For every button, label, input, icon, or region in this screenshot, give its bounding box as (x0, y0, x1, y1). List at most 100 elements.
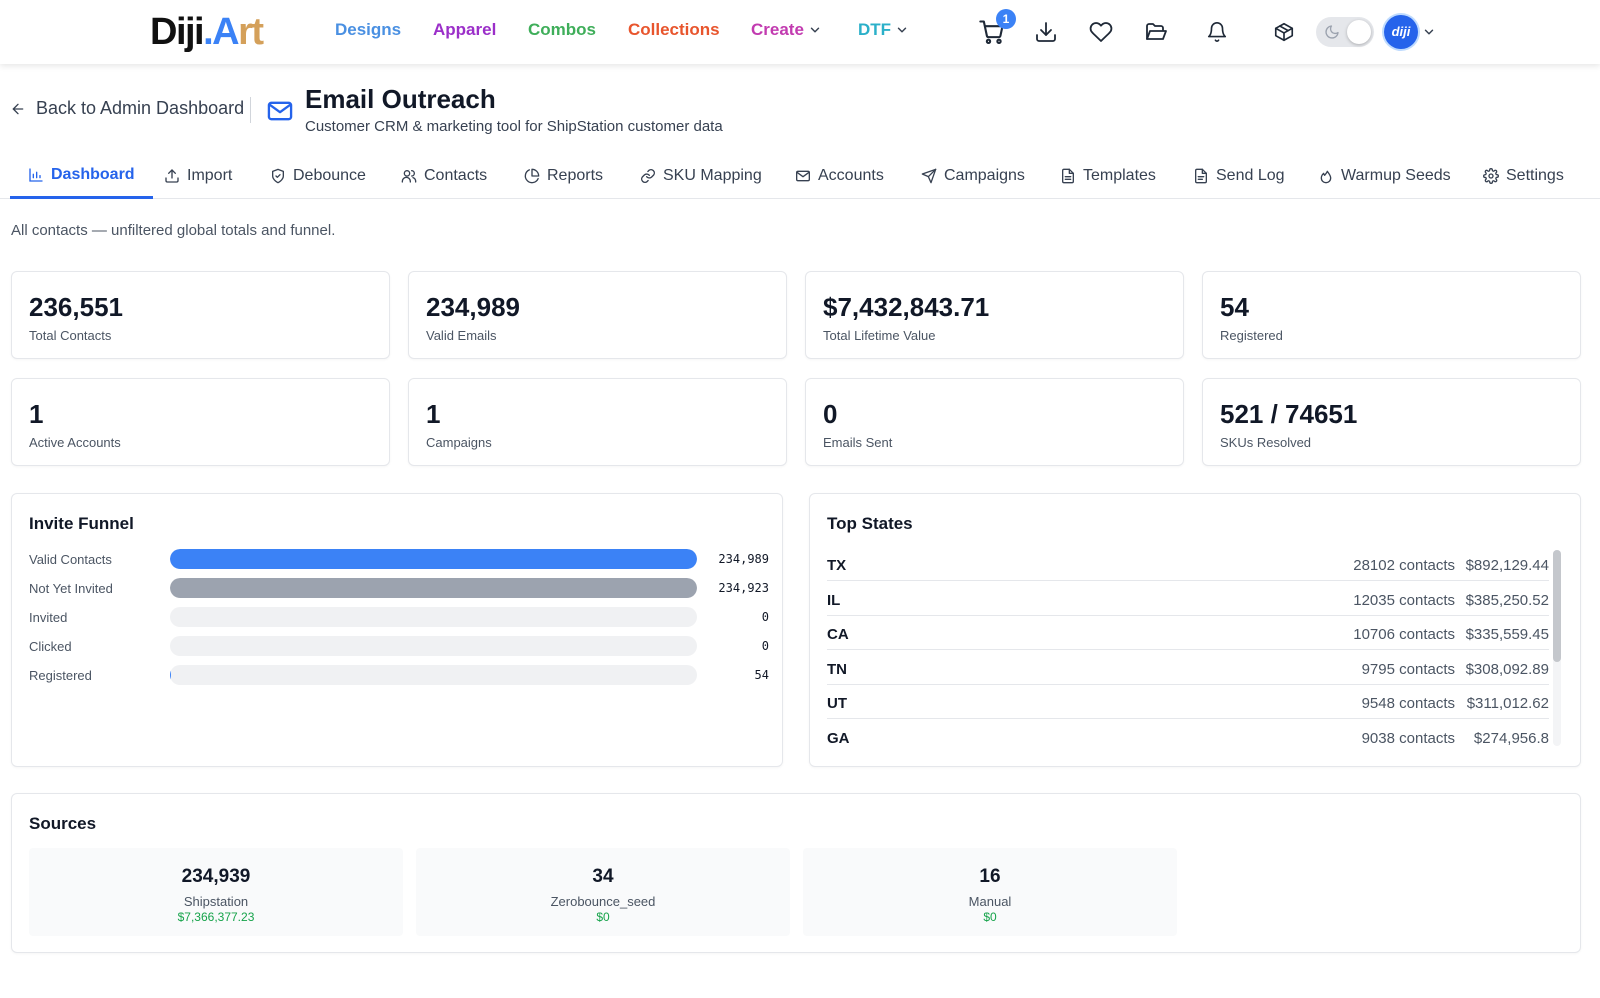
tab-warmup-seeds[interactable]: Warmup Seeds (1318, 153, 1451, 199)
state-row: TN 9795 contacts $308,092.89 (827, 651, 1549, 685)
package-button[interactable] (1270, 18, 1298, 46)
state-code: GA (827, 729, 850, 747)
stat-card-registered: 54 Registered (1202, 271, 1581, 359)
tab-label: Send Log (1216, 167, 1285, 184)
state-value: $311,012.62 (1466, 695, 1549, 712)
funnel-row: Clicked 0 (29, 636, 769, 658)
state-code: UT (827, 695, 847, 712)
dark-mode-toggle[interactable] (1316, 17, 1374, 47)
tab-settings[interactable]: Settings (1483, 153, 1564, 199)
tab-label: Warmup Seeds (1341, 167, 1451, 184)
funnel-bar-track (170, 578, 697, 598)
bar-chart-icon (29, 167, 43, 182)
nav-combos[interactable]: Combos (528, 20, 596, 40)
stat-card-campaigns: 1 Campaigns (408, 378, 787, 466)
tab-sku-mapping[interactable]: SKU Mapping (640, 153, 762, 199)
stat-label: Campaigns (426, 435, 492, 450)
mail-icon (796, 170, 810, 182)
notifications-button[interactable] (1203, 18, 1231, 46)
stat-value: 0 (823, 399, 838, 429)
nav-create[interactable]: Create (751, 20, 822, 40)
state-value: $385,250.52 (1465, 591, 1549, 609)
state-code: IL (827, 591, 841, 609)
nav-designs-label: Designs (335, 20, 402, 39)
chevron-down-icon (897, 27, 907, 33)
back-to-admin-link[interactable]: Back to Admin Dashboard (10, 98, 244, 119)
source-count: 34 (592, 866, 614, 887)
mail-icon (267, 101, 293, 121)
tab-label: Reports (547, 167, 604, 184)
folder-open-icon (1146, 23, 1167, 40)
nav-collections-label: Collections (628, 20, 720, 39)
dashboard-note: All contacts — unfiltered global totals … (11, 222, 336, 239)
source-card-shipstation: 234,939 Shipstation $7,366,377.23 (29, 848, 403, 936)
chevron-down-icon[interactable] (1422, 25, 1436, 39)
tab-debounce[interactable]: Debounce (270, 153, 366, 199)
source-value: $0 (596, 910, 610, 924)
state-contacts: 10706 contacts (1353, 626, 1455, 643)
stat-value: 236,551 (29, 292, 123, 322)
tab-dashboard[interactable]: Dashboard (10, 153, 153, 199)
user-avatar[interactable]: diji (1384, 15, 1418, 49)
favorites-button[interactable] (1087, 18, 1115, 46)
stat-card-active-accounts: 1 Active Accounts (11, 378, 390, 466)
top-states-panel: Top States TX 28102 contacts $892,129.44 IL… (809, 493, 1581, 767)
tab-templates[interactable]: Templates (1060, 153, 1156, 199)
source-name: Zerobounce_seed (550, 894, 656, 909)
funnel-label: Invited (29, 610, 68, 625)
tab-send-log[interactable]: Send Log (1193, 153, 1285, 199)
funnel-row: Not Yet Invited 234,923 (29, 578, 769, 600)
nav-designs[interactable]: Designs (335, 20, 401, 40)
cart-icon (979, 20, 1004, 45)
state-row: UT 9548 contacts $311,012.62 (827, 685, 1549, 719)
tab-reports[interactable]: Reports (524, 153, 603, 199)
nav-dtf[interactable]: DTF (858, 20, 909, 40)
tab-campaigns[interactable]: Campaigns (921, 153, 1025, 199)
top-states-scrollbar[interactable] (1553, 550, 1561, 746)
nav-collections[interactable]: Collections (628, 20, 720, 40)
stat-label: Emails Sent (823, 435, 893, 450)
nav-apparel[interactable]: Apparel (433, 20, 496, 40)
send-icon (921, 168, 937, 184)
tab-bar: Dashboard Import Debounce Contacts Repor… (0, 153, 1600, 199)
sources-title: Sources (29, 814, 97, 833)
tab-import[interactable]: Import (164, 153, 232, 199)
funnel-row: Valid Contacts 234,989 (29, 549, 769, 571)
source-count: 234,939 (181, 866, 251, 887)
top-states-title: Top States (827, 514, 913, 533)
funnel-bar-fill (170, 549, 697, 569)
funnel-bar-track (170, 607, 697, 627)
tab-label: Settings (1506, 167, 1564, 184)
logo-part-rt: rt (238, 11, 264, 53)
folders-button[interactable] (1142, 18, 1170, 46)
downloads-button[interactable] (1032, 18, 1060, 46)
stat-label: Valid Emails (426, 328, 497, 343)
nav-dtf-label: DTF (858, 20, 892, 39)
cart-button[interactable] (978, 18, 1006, 46)
state-value: $308,092.89 (1465, 660, 1549, 678)
scrollbar-thumb[interactable] (1553, 550, 1561, 662)
state-code: TX (827, 557, 847, 574)
source-value: $7,366,377.23 (177, 910, 255, 924)
tab-contacts[interactable]: Contacts (401, 153, 487, 199)
moon-icon (1325, 25, 1339, 39)
chevron-down-icon (810, 27, 820, 33)
tab-label: Contacts (424, 167, 488, 184)
link-icon (641, 169, 655, 183)
state-code: TN (827, 660, 847, 678)
file-text-icon (1195, 168, 1207, 184)
logo-part-a: .A (203, 11, 240, 53)
heart-icon (1089, 22, 1113, 42)
nav-apparel-label: Apparel (433, 20, 497, 39)
tab-label: Import (187, 167, 233, 184)
funnel-count: 234,923 (718, 581, 769, 595)
top-navbar: Diji.Art Designs Apparel Combos Collecti… (0, 0, 1600, 64)
state-row: IL 12035 contacts $385,250.52 (827, 582, 1549, 616)
funnel-label: Registered (29, 668, 92, 683)
funnel-label: Clicked (29, 639, 72, 654)
stat-label: Total Lifetime Value (823, 328, 936, 343)
stat-card-skus-resolved: 521 / 74651 SKUs Resolved (1202, 378, 1581, 466)
brand-logo[interactable]: Diji.Art (150, 11, 264, 53)
tab-accounts[interactable]: Accounts (795, 153, 884, 199)
funnel-label: Valid Contacts (29, 552, 112, 567)
